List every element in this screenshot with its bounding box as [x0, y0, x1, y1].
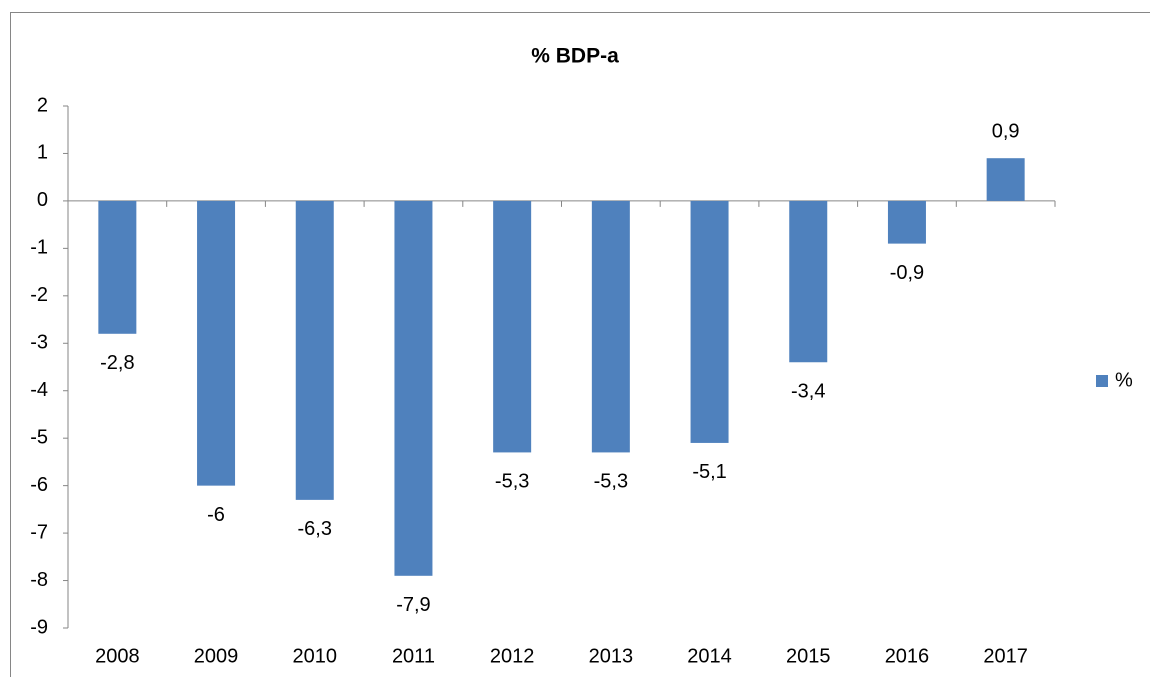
x-tick-label: 2010 — [293, 645, 338, 667]
y-tick-label: -8 — [30, 569, 48, 591]
value-label: 0,9 — [992, 120, 1020, 142]
value-label: -2,8 — [100, 352, 134, 374]
y-tick-label: 0 — [37, 189, 48, 211]
value-label: -5,3 — [594, 471, 628, 493]
value-label: -6,3 — [298, 518, 332, 540]
x-tick-label: 2017 — [983, 645, 1028, 667]
bar — [394, 200, 433, 576]
bar — [789, 200, 828, 363]
bar — [98, 200, 137, 334]
x-tick-label: 2013 — [589, 645, 634, 667]
y-tick-label: -3 — [30, 332, 48, 354]
chart-frame — [10, 12, 1150, 677]
y-tick-label: -5 — [30, 426, 48, 448]
value-label: -3,4 — [791, 381, 825, 403]
chart-title: % BDP-a — [531, 45, 619, 68]
y-tick-label: -7 — [30, 521, 48, 543]
x-tick-label: 2011 — [392, 645, 435, 667]
y-tick-label: -6 — [30, 474, 48, 496]
bar — [887, 200, 926, 244]
y-tick-label: -1 — [30, 237, 48, 259]
value-label: -6 — [207, 504, 225, 526]
bar — [295, 200, 334, 500]
value-label: -5,3 — [495, 471, 529, 493]
value-label: -5,1 — [692, 461, 726, 483]
value-label: -7,9 — [396, 594, 430, 616]
x-tick-label: 2015 — [786, 645, 831, 667]
x-tick-label: 2009 — [194, 645, 239, 667]
bar — [493, 200, 532, 453]
bar — [591, 200, 630, 453]
x-tick-label: 2012 — [490, 645, 535, 667]
legend-label: % — [1115, 369, 1133, 391]
x-tick-label: 2008 — [95, 645, 140, 667]
x-tick-label: 2014 — [687, 645, 732, 667]
y-tick-label: -4 — [30, 379, 48, 401]
bar — [986, 158, 1025, 201]
y-tick-label: 2 — [37, 94, 48, 116]
value-label: -0,9 — [890, 262, 924, 284]
y-tick-label: -2 — [30, 284, 48, 306]
bar — [197, 200, 236, 486]
x-tick-label: 2016 — [885, 645, 930, 667]
legend-swatch — [1096, 375, 1108, 387]
y-tick-label: -9 — [30, 616, 48, 638]
y-tick-label: 1 — [37, 142, 48, 164]
bar — [690, 200, 729, 443]
